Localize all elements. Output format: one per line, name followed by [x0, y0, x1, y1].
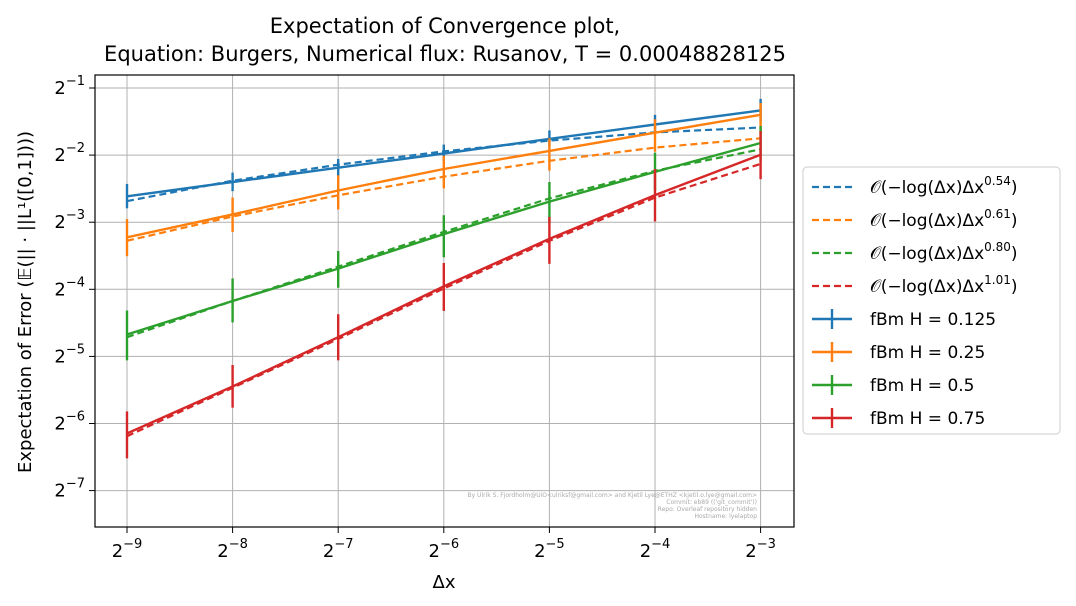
y-tick-exponent: −6: [66, 410, 85, 425]
y-tick-label: 2−3: [54, 208, 85, 233]
x-tick-label: 2−6: [428, 537, 459, 562]
y-tick-label: 2−2: [54, 141, 85, 166]
x-tick-label: 2−9: [112, 537, 143, 562]
y-tick-base: 2: [54, 78, 65, 99]
legend-fit-label: 𝒪(−log(Δx)Δx0.80): [870, 240, 1018, 264]
x-tick-label: 2−8: [217, 537, 248, 562]
legend-fit-label: 𝒪(−log(Δx)Δx1.01): [870, 273, 1018, 297]
x-tick-label: 2−7: [323, 537, 354, 562]
x-tick-base: 2: [323, 541, 334, 562]
y-tick-label: 2−4: [54, 275, 85, 300]
legend-series-label: fBm H = 0.5: [870, 376, 974, 396]
x-tick-label: 2−4: [640, 537, 671, 562]
y-tick-base: 2: [54, 414, 65, 435]
y-tick-exponent: −1: [66, 74, 85, 89]
x-tick-exponent: −3: [757, 537, 776, 552]
watermark-line: Commit: eb89 (('git_commit')): [666, 499, 757, 506]
y-tick-label: 2−5: [54, 342, 85, 367]
y-tick-exponent: −2: [66, 141, 85, 156]
y-tick-label: 2−1: [54, 74, 85, 99]
x-tick-exponent: −4: [651, 537, 670, 552]
x-tick-exponent: −9: [123, 537, 142, 552]
legend-fit-prefix: 𝒪(−log(Δx)Δx: [870, 277, 984, 297]
legend-fit-close: ): [1011, 277, 1018, 297]
legend-fit-prefix: 𝒪(−log(Δx)Δx: [870, 244, 984, 264]
axes-frame: [94, 74, 795, 528]
y-tick-exponent: −5: [66, 342, 85, 357]
watermark-line: Repo: Overleaf repository hidden: [658, 506, 758, 513]
legend-fit-label: 𝒪(−log(Δx)Δx0.54): [870, 174, 1018, 198]
legend-fit-prefix: 𝒪(−log(Δx)Δx: [870, 178, 984, 198]
y-tick-exponent: −4: [66, 275, 85, 290]
y-tick-exponent: −7: [66, 477, 85, 492]
x-tick-exponent: −7: [334, 537, 353, 552]
x-tick-base: 2: [112, 541, 123, 562]
x-axis-label: Δx: [433, 572, 456, 593]
legend-fit-exponent: 1.01: [984, 273, 1011, 287]
legend-series-label: fBm H = 0.125: [870, 310, 996, 330]
plot-area: 2−9 2−8 2−7 2−6 2−5 2−4 2−32−12−22−32−42−52−62…: [54, 74, 795, 562]
legend-series-label: fBm H = 0.75: [870, 409, 985, 429]
x-tick-base: 2: [640, 541, 651, 562]
chart-title-line-1: Expectation of Convergence plot,: [270, 14, 620, 38]
legend-box: [802, 166, 1061, 435]
legend-fit-exponent: 0.80: [984, 240, 1011, 254]
legend-fit-close: ): [1011, 244, 1018, 264]
x-tick-exponent: −5: [546, 537, 565, 552]
y-tick-label: 2−6: [54, 410, 85, 435]
legend: 𝒪(−log(Δx)Δx0.54)𝒪(−log(Δx)Δx0.61)𝒪(−log…: [802, 166, 1061, 435]
watermark-line: By Ulrik S. Fjordholm@UiO<ulriksf@gmail.…: [467, 492, 757, 499]
x-tick-base: 2: [534, 541, 545, 562]
x-tick-base: 2: [428, 541, 439, 562]
x-tick-exponent: −8: [229, 537, 248, 552]
legend-fit-prefix: 𝒪(−log(Δx)Δx: [870, 211, 984, 231]
y-tick-base: 2: [54, 481, 65, 502]
x-tick-exponent: −6: [440, 537, 459, 552]
x-tick-base: 2: [745, 541, 756, 562]
x-tick-label: 2−5: [534, 537, 565, 562]
legend-fit-label: 𝒪(−log(Δx)Δx0.61): [870, 207, 1018, 231]
y-tick-label: 2−7: [54, 477, 85, 502]
y-tick-base: 2: [54, 279, 65, 300]
legend-fit-close: ): [1011, 211, 1018, 231]
legend-fit-exponent: 0.61: [984, 207, 1011, 221]
y-axis-label: Expectation of Error (𝔼(|| · ||L¹([0,1])…: [15, 131, 36, 473]
legend-fit-exponent: 0.54: [984, 174, 1011, 188]
x-tick-label: 2−3: [745, 537, 776, 562]
y-tick-base: 2: [54, 145, 65, 166]
chart-title-line-2: Equation: Burgers, Numerical flux: Rusan…: [104, 42, 786, 66]
y-tick-exponent: −3: [66, 208, 85, 223]
watermark-line: Hostname: lyelaptop: [695, 513, 758, 520]
y-tick-base: 2: [54, 346, 65, 367]
legend-fit-close: ): [1011, 178, 1018, 198]
legend-series-label: fBm H = 0.25: [870, 343, 985, 363]
y-tick-base: 2: [54, 212, 65, 233]
x-tick-base: 2: [217, 541, 228, 562]
